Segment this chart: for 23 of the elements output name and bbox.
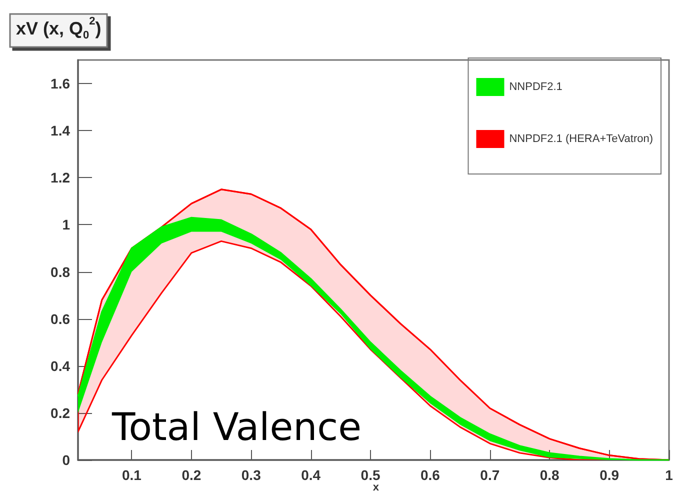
y-tick-label: 1 xyxy=(62,216,70,233)
x-tick-label: 1 xyxy=(665,467,674,483)
x-tick-label: 0.7 xyxy=(480,467,500,483)
legend-label: NNPDF2.1 xyxy=(509,81,562,93)
y-tick-label: 0 xyxy=(62,452,70,468)
y-tick-label: 0.2 xyxy=(50,404,70,421)
x-tick-label: 0.3 xyxy=(241,467,262,483)
x-tick-label: 0.1 xyxy=(122,467,142,483)
y-tick-label: 0.8 xyxy=(50,264,70,280)
x-tick-label: 0.8 xyxy=(540,467,560,483)
x-tick-label: 0.5 xyxy=(360,467,380,483)
annotation: Total Valence xyxy=(111,405,362,449)
y-tick-label: 0.4 xyxy=(50,358,70,374)
x-tick-label: 0.4 xyxy=(301,467,321,483)
x-tick-label: 0.9 xyxy=(600,467,620,483)
y-tick-label: 1.2 xyxy=(50,170,70,186)
y-tick-label: 1.6 xyxy=(50,76,70,92)
legend-label: NNPDF2.1 (HERA+TeVatron) xyxy=(509,133,654,145)
x-tick-label: 0.2 xyxy=(182,467,202,483)
y-tick-label: 1.4 xyxy=(50,122,70,139)
y-tick-label: 0.6 xyxy=(50,310,70,327)
x-tick-label: 0.6 xyxy=(420,467,440,483)
x-axis-title: x xyxy=(372,482,380,494)
